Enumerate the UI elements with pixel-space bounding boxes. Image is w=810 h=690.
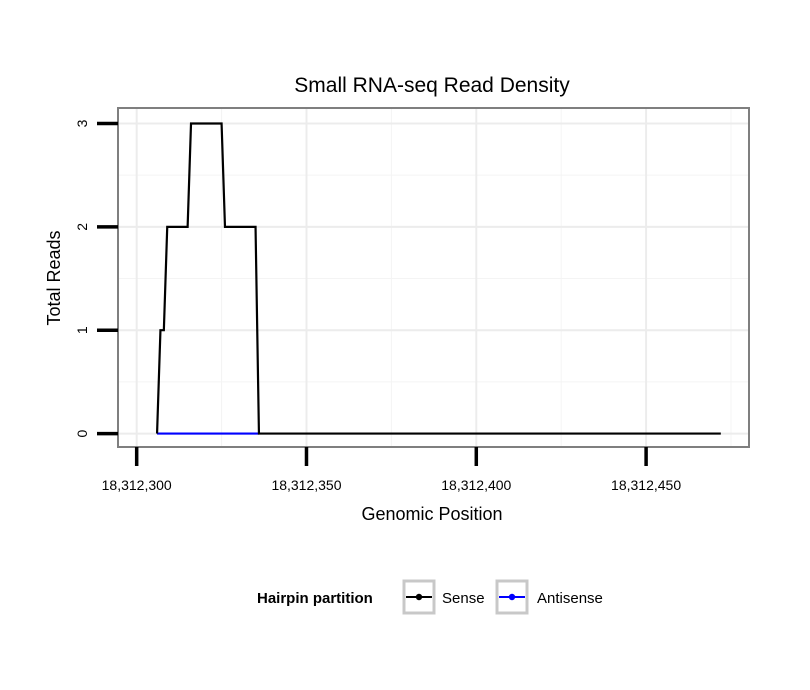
x-axis: 18,312,300 18,312,350 18,312,400 18,312,450	[102, 447, 681, 493]
y-axis: 0 1 2 3	[74, 119, 118, 437]
legend-label-sense: Sense	[442, 590, 485, 607]
y-tick-label: 3	[74, 119, 90, 127]
legend-item-antisense: Antisense	[495, 579, 603, 615]
series-layer	[155, 122, 721, 435]
legend: Hairpin partition Sense Antisense	[257, 579, 603, 615]
y-tick-label: 1	[74, 326, 90, 334]
x-tick-label: 18,312,400	[441, 477, 511, 493]
x-tick-label: 18,312,450	[611, 477, 681, 493]
y-tick-label: 0	[74, 429, 90, 437]
series-line-sense	[155, 122, 721, 435]
y-tick-label: 2	[74, 223, 90, 231]
x-tick-label: 18,312,300	[102, 477, 172, 493]
chart-title: Small RNA-seq Read Density	[294, 74, 570, 97]
legend-marker-sense	[415, 593, 423, 601]
legend-item-sense: Sense	[402, 579, 485, 615]
x-tick-label: 18,312,350	[271, 477, 341, 493]
plot-panel-border	[117, 107, 750, 448]
plot-panel	[118, 108, 749, 447]
x-axis-label: Genomic Position	[361, 504, 502, 524]
y-axis-label: Total Reads	[44, 230, 64, 325]
legend-marker-antisense	[508, 593, 516, 601]
legend-label-antisense: Antisense	[537, 590, 603, 607]
legend-title: Hairpin partition	[257, 590, 373, 607]
